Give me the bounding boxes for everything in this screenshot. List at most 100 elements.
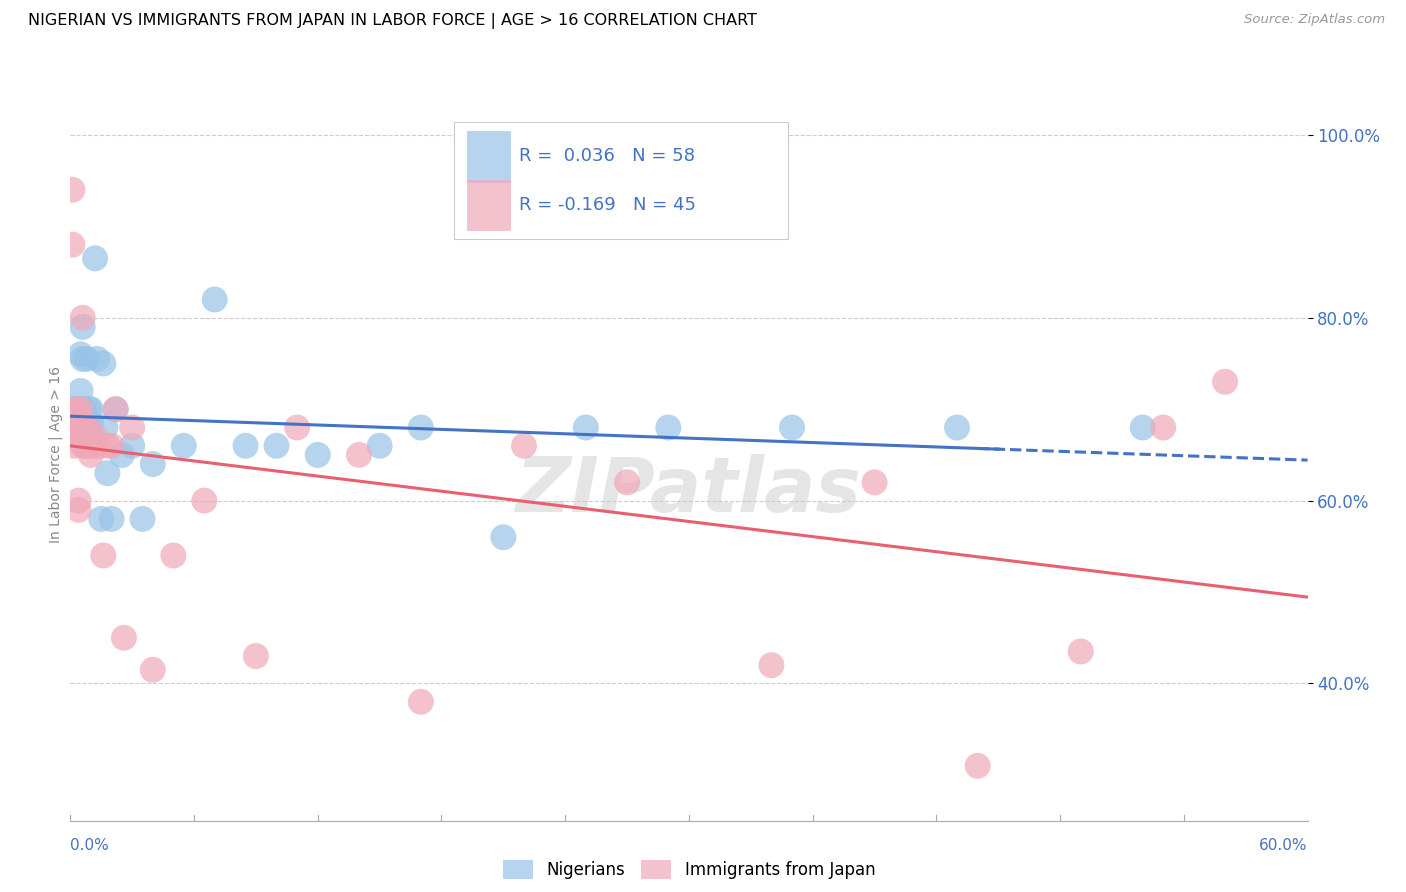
Point <box>100 512 122 526</box>
Point <box>67 406 90 420</box>
Point <box>65 406 87 420</box>
Point <box>67 420 90 434</box>
Point <box>111 448 134 462</box>
Point <box>966 758 988 772</box>
Point <box>235 439 257 453</box>
Point <box>63 407 86 421</box>
Point <box>409 420 432 434</box>
Point <box>65 413 87 427</box>
Text: R = -0.169   N = 45: R = -0.169 N = 45 <box>519 195 696 214</box>
Point <box>72 310 94 325</box>
Point <box>616 475 638 490</box>
Point <box>72 319 94 334</box>
Point <box>76 416 98 430</box>
Point <box>100 439 122 453</box>
Point <box>73 413 96 427</box>
Point <box>76 420 98 434</box>
FancyBboxPatch shape <box>467 131 509 182</box>
Point <box>142 457 165 471</box>
Point <box>86 351 108 366</box>
Y-axis label: In Labor Force | Age > 16: In Labor Force | Age > 16 <box>49 367 63 543</box>
Point <box>69 413 91 427</box>
Point <box>96 439 118 453</box>
Point <box>63 416 86 430</box>
Point <box>69 429 91 443</box>
Point <box>863 475 886 490</box>
Point <box>575 420 598 434</box>
Point <box>69 402 91 417</box>
Point <box>76 351 98 366</box>
Point <box>193 493 215 508</box>
Point <box>1132 420 1154 434</box>
Point <box>409 695 432 709</box>
FancyBboxPatch shape <box>467 179 509 230</box>
Point <box>780 420 803 434</box>
Point <box>245 649 267 664</box>
Point <box>266 439 288 453</box>
Point <box>368 439 391 453</box>
Point <box>173 439 195 453</box>
Point <box>63 407 86 421</box>
Point <box>1213 375 1236 389</box>
Point <box>65 413 87 427</box>
Point <box>65 409 87 424</box>
Point <box>1070 644 1092 658</box>
Point <box>77 439 100 453</box>
Point <box>63 402 86 417</box>
Point <box>347 448 370 462</box>
Point <box>94 420 117 434</box>
Text: 60.0%: 60.0% <box>1260 838 1308 854</box>
Point <box>69 347 91 361</box>
Point <box>131 512 153 526</box>
Point <box>69 406 91 420</box>
Point <box>84 252 107 266</box>
Point <box>65 407 87 421</box>
Point <box>63 411 86 425</box>
Point <box>67 503 90 517</box>
Point <box>84 429 107 443</box>
Point <box>513 439 536 453</box>
Point <box>67 402 90 417</box>
Point <box>80 416 103 430</box>
Point <box>67 422 90 436</box>
Point <box>60 237 83 252</box>
Point <box>104 402 127 417</box>
Text: Source: ZipAtlas.com: Source: ZipAtlas.com <box>1244 13 1385 27</box>
Point <box>60 183 83 197</box>
Point <box>67 417 90 431</box>
Point <box>63 411 86 425</box>
Point <box>69 384 91 398</box>
Text: NIGERIAN VS IMMIGRANTS FROM JAPAN IN LABOR FORCE | AGE > 16 CORRELATION CHART: NIGERIAN VS IMMIGRANTS FROM JAPAN IN LAB… <box>28 13 756 29</box>
Point <box>73 407 96 421</box>
Text: 0.0%: 0.0% <box>70 838 110 854</box>
Point <box>82 439 104 453</box>
Point <box>80 448 103 462</box>
Point <box>89 439 111 453</box>
Point <box>82 439 104 453</box>
Point <box>162 549 184 563</box>
Point <box>72 439 94 453</box>
Point <box>80 402 103 417</box>
Point <box>67 409 90 424</box>
Point <box>73 420 96 434</box>
FancyBboxPatch shape <box>454 122 787 239</box>
Point <box>72 351 94 366</box>
Point <box>73 420 96 434</box>
Point <box>657 420 679 434</box>
Point <box>1152 420 1174 434</box>
Point <box>91 356 114 371</box>
Point <box>104 402 127 417</box>
Point <box>112 631 135 645</box>
Point <box>67 413 90 427</box>
Legend: Nigerians, Immigrants from Japan: Nigerians, Immigrants from Japan <box>502 860 876 880</box>
Point <box>60 402 83 417</box>
Point <box>90 512 112 526</box>
Text: ZIPatlas: ZIPatlas <box>516 455 862 528</box>
Point <box>65 409 87 424</box>
Point <box>77 402 100 417</box>
Point <box>67 493 90 508</box>
Point <box>69 402 91 417</box>
Point <box>492 530 515 544</box>
Point <box>69 413 91 427</box>
Point <box>946 420 969 434</box>
